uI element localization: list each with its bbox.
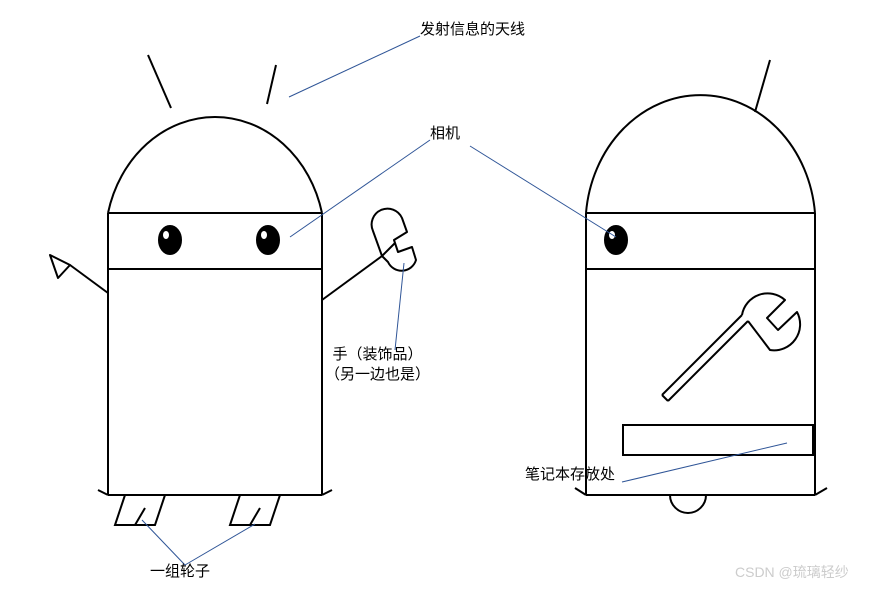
leader-camera-right <box>470 146 616 237</box>
wheel-left <box>115 495 165 525</box>
flare-right2 <box>815 488 827 495</box>
robot-side <box>575 60 827 513</box>
leader-notebook <box>622 443 787 482</box>
flare-right <box>322 490 332 495</box>
eye-left <box>159 226 181 254</box>
label-antenna: 发射信息的天线 <box>420 20 525 40</box>
label-wheels: 一组轮子 <box>150 562 210 582</box>
eye-left-highlight <box>163 231 169 239</box>
body-wrench-icon <box>662 293 800 401</box>
label-notebook: 笔记本存放处 <box>525 465 615 485</box>
antenna-side <box>755 60 770 112</box>
flare-left <box>98 490 108 495</box>
robot-front <box>50 55 416 525</box>
antenna-left <box>148 55 171 108</box>
wheel-bump <box>670 495 706 513</box>
leader-wheel-1 <box>142 520 185 565</box>
leader-hand <box>395 263 404 350</box>
antenna-right <box>267 65 276 104</box>
leader-camera-left <box>290 140 430 237</box>
eye-right-highlight <box>261 231 267 239</box>
leader-wheel-2 <box>185 524 255 565</box>
arm-left-spear <box>50 255 108 293</box>
wheel-right <box>230 495 280 525</box>
head-dome-side <box>586 95 815 213</box>
flare-left2 <box>575 488 586 495</box>
eye-side <box>605 226 627 254</box>
label-hand-line1: 手（装饰品）（另一边也是） <box>325 346 430 383</box>
head-dome <box>108 117 322 213</box>
leader-lines <box>142 36 787 565</box>
notebook-slot <box>623 425 813 455</box>
watermark: CSDN @琉璃轻纱 <box>735 562 849 582</box>
leader-antenna <box>289 36 420 97</box>
eye-right <box>257 226 279 254</box>
label-hand: 手（装饰品）（另一边也是） <box>325 345 430 384</box>
label-camera: 相机 <box>430 124 460 144</box>
